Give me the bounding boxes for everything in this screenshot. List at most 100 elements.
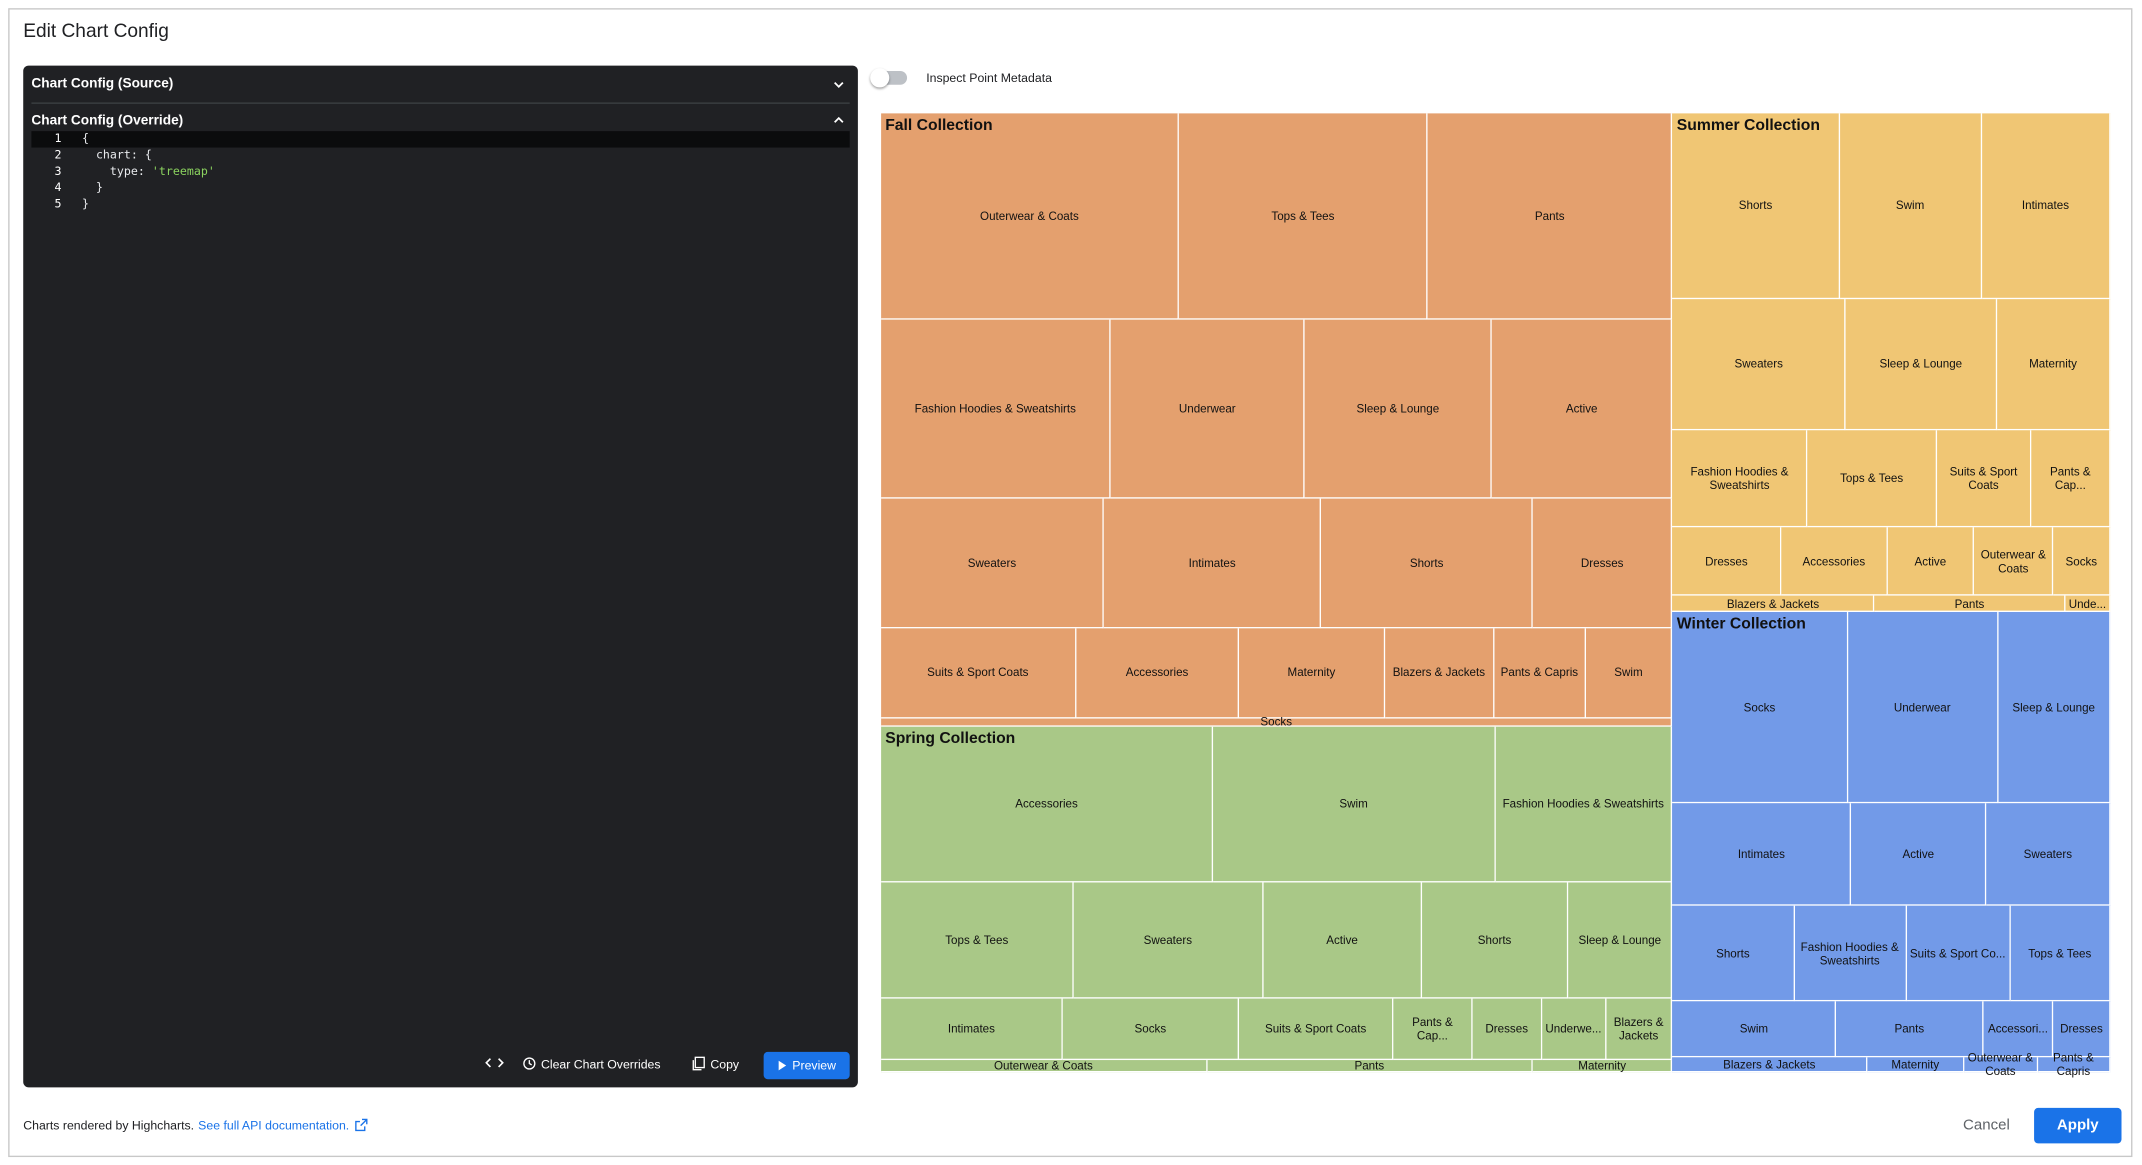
treemap-cell[interactable]: Tops & Tees xyxy=(1179,113,1429,320)
treemap-cell[interactable]: Underwe... xyxy=(1542,998,1606,1061)
treemap-cell[interactable]: Sleep & Lounge xyxy=(1998,612,2111,804)
treemap-cell[interactable]: Intimates xyxy=(1672,803,1852,906)
treemap-cell[interactable]: Pants & Cap... xyxy=(2031,430,2111,528)
treemap-cell[interactable]: Socks xyxy=(881,715,1673,729)
toggle-knob xyxy=(870,68,890,88)
api-doc-link[interactable]: See full API documentation. xyxy=(198,1118,350,1132)
cell-label: Maternity xyxy=(1578,1058,1627,1073)
treemap-cell[interactable]: Fashion Hoodies & Sweatshirts xyxy=(1495,726,1673,883)
treemap-cell[interactable]: Suits & Sport Co... xyxy=(1906,905,2011,1002)
treemap-cell[interactable]: Socks xyxy=(2053,527,2111,596)
treemap-cell[interactable]: Sleep & Lounge xyxy=(1568,882,1673,999)
cancel-button[interactable]: Cancel xyxy=(1963,1117,2010,1134)
treemap-cell[interactable]: Socks xyxy=(1063,998,1239,1061)
treemap-cell[interactable]: Maternity xyxy=(1996,298,2111,431)
treemap-cell[interactable]: Underwear xyxy=(1847,612,1999,804)
footer-credit: Charts rendered by Highcharts. See full … xyxy=(23,1117,368,1132)
treemap-cell[interactable]: Swim xyxy=(1839,113,1982,299)
treemap-cell[interactable]: Sweaters xyxy=(1672,298,1847,431)
treemap-cell[interactable]: Dresses xyxy=(1533,498,1673,629)
treemap-cell[interactable]: Tops & Tees xyxy=(2010,905,2111,1002)
treemap-cell[interactable]: Outerwear & Coats xyxy=(881,113,1180,320)
treemap-cell[interactable]: Intimates xyxy=(881,998,1064,1061)
treemap-cell[interactable]: Maternity xyxy=(1239,628,1385,719)
treemap-cell[interactable]: Pants xyxy=(1836,1001,1984,1057)
treemap-cell[interactable]: Blazers & Jackets xyxy=(1672,595,1875,613)
treemap-cell[interactable]: Tops & Tees xyxy=(881,882,1074,999)
cell-label: Active xyxy=(1326,933,1358,947)
treemap-cell[interactable]: Accessori... xyxy=(1983,1001,2054,1057)
treemap-cell[interactable]: Dresses xyxy=(2053,1001,2111,1057)
line-number: 2 xyxy=(54,148,62,163)
treemap-cell[interactable]: Blazers & Jackets xyxy=(1384,628,1495,719)
treemap-cell[interactable]: Swim xyxy=(1585,628,1673,719)
treemap-cell[interactable]: Accessories xyxy=(1075,628,1240,719)
treemap-cell[interactable]: Maternity xyxy=(1533,1058,1673,1073)
treemap-cell[interactable]: Blazers & Jackets xyxy=(1605,998,1673,1061)
treemap-cell[interactable]: Pants xyxy=(1428,113,1673,320)
treemap-cell[interactable]: Suits & Sport Coats xyxy=(1238,998,1394,1061)
treemap-cell[interactable]: Maternity xyxy=(1867,1056,1965,1073)
treemap-cell[interactable]: Sleep & Lounge xyxy=(1305,319,1493,499)
cell-label: Outerwear & Coats xyxy=(1980,547,2046,575)
treemap-cell[interactable]: Pants xyxy=(1207,1059,1533,1072)
treemap-cell[interactable]: Pants & Cap... xyxy=(1393,998,1473,1061)
treemap-cell[interactable]: Shorts xyxy=(1672,113,1840,299)
treemap-cell[interactable]: Tops & Tees xyxy=(1807,430,1937,528)
treemap-cell[interactable]: Fashion Hoodies & Sweatshirts xyxy=(881,319,1111,499)
apply-button[interactable]: Apply xyxy=(2034,1107,2122,1144)
treemap-cell[interactable]: Pants xyxy=(1874,595,2066,613)
code-token: } xyxy=(81,198,89,212)
treemap-cell[interactable]: Active xyxy=(1851,803,1987,906)
treemap-cell[interactable]: Shorts xyxy=(1422,882,1569,999)
group-header: Winter Collection xyxy=(1676,616,1806,633)
code-view-button[interactable] xyxy=(485,1056,504,1070)
treemap-cell[interactable]: Sweaters xyxy=(1986,803,2111,906)
treemap-cell[interactable]: Pants & Capris xyxy=(2037,1050,2111,1078)
preview-button[interactable]: Preview xyxy=(763,1051,850,1080)
treemap-cell[interactable]: Underwear xyxy=(1110,319,1306,499)
treemap-cell[interactable]: Intimates xyxy=(1104,498,1322,629)
treemap-cell[interactable]: Unde... xyxy=(2065,595,2111,613)
play-icon xyxy=(778,1060,787,1071)
override-header[interactable]: Chart Config (Override) xyxy=(31,113,184,129)
treemap-cell[interactable]: Fashion Hoodies & Sweatshirts xyxy=(1672,430,1808,528)
treemap-cell[interactable]: Sweaters xyxy=(1073,882,1264,999)
treemap-cell[interactable]: Sweaters xyxy=(881,498,1105,629)
treemap-cell[interactable]: Suits & Sport Coats xyxy=(881,628,1076,719)
treemap-cell[interactable]: Dresses xyxy=(1672,527,1782,596)
treemap-cell[interactable]: Accessories xyxy=(881,726,1214,883)
treemap-cell[interactable]: Outerwear & Coats xyxy=(1964,1050,2038,1078)
treemap-cell[interactable]: Fashion Hoodies & Sweatshirts xyxy=(1794,905,1907,1002)
treemap-cell[interactable]: Sleep & Lounge xyxy=(1846,298,1997,431)
treemap-cell[interactable]: Outerwear & Coats xyxy=(881,1059,1208,1072)
treemap-cell[interactable]: Active xyxy=(1492,319,1673,499)
chevron-down[interactable] xyxy=(832,78,846,92)
treemap-cell[interactable]: Accessories xyxy=(1781,527,1888,596)
copy-button[interactable]: Copy xyxy=(691,1056,739,1071)
treemap-cell[interactable]: Active xyxy=(1887,527,1975,596)
treemap-cell[interactable]: Suits & Sport Coats xyxy=(1936,430,2032,528)
code-token: 'treemap' xyxy=(151,165,215,179)
cell-label: Active xyxy=(1565,401,1598,416)
treemap-cell[interactable]: Shorts xyxy=(1672,905,1795,1002)
clear-overrides-button[interactable]: Clear Chart Overrides xyxy=(522,1056,661,1071)
metadata-toggle[interactable] xyxy=(870,68,908,88)
treemap-cell[interactable]: Dresses xyxy=(1472,998,1543,1061)
chevron-up[interactable] xyxy=(832,113,846,127)
cell-label: Pants xyxy=(1534,208,1565,223)
treemap-cell[interactable]: Socks xyxy=(1672,612,1848,804)
cell-label: Socks xyxy=(1134,1021,1167,1036)
cell-label: Sweaters xyxy=(2023,847,2073,861)
treemap-cell[interactable]: Active xyxy=(1263,882,1423,999)
treemap-cell[interactable]: Pants & Capris xyxy=(1494,628,1586,719)
source-header[interactable]: Chart Config (Source) xyxy=(31,76,174,92)
treemap-cell[interactable]: Outerwear & Coats xyxy=(1974,527,2054,596)
treemap-cell[interactable]: Intimates xyxy=(1981,113,2111,299)
treemap-cell[interactable]: Shorts xyxy=(1321,498,1534,629)
code-area[interactable]: { chart: { type: 'treemap' }} xyxy=(82,133,215,215)
treemap-cell[interactable]: Swim xyxy=(1213,726,1496,883)
cell-label: Fashion Hoodies & Sweatshirts xyxy=(1690,464,1789,492)
treemap-cell[interactable]: Blazers & Jackets xyxy=(1672,1056,1868,1073)
treemap-cell[interactable]: Swim xyxy=(1672,1001,1837,1057)
